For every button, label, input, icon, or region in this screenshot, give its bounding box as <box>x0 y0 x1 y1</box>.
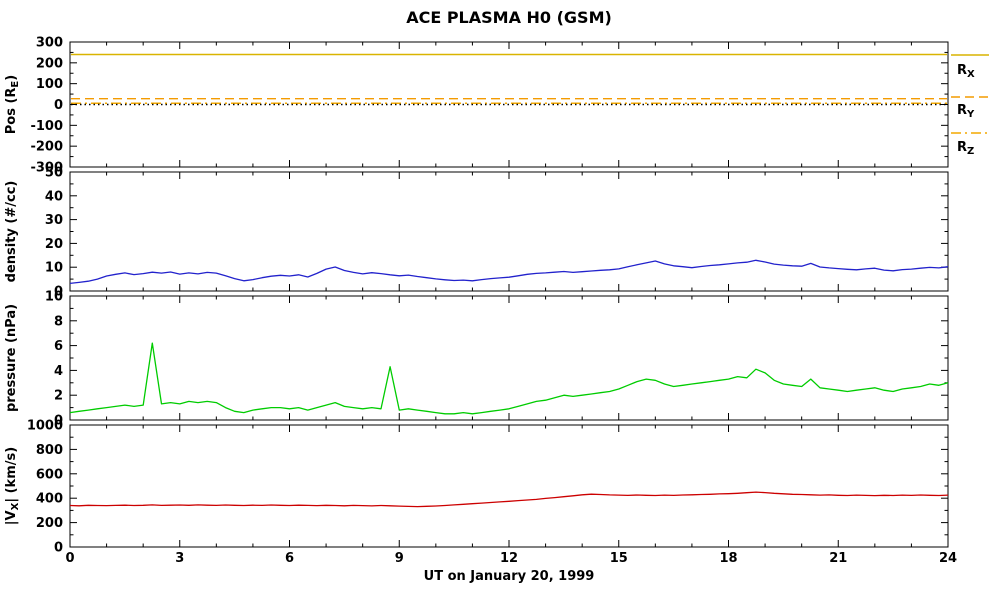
y-tick-label: 0 <box>54 414 63 429</box>
y-tick-label: -200 <box>30 140 63 155</box>
legend-label-R_Z: RZ <box>957 140 974 157</box>
y-tick-label: 400 <box>36 492 63 507</box>
y-tick-label: 0 <box>54 285 63 300</box>
y-tick-label: 2 <box>54 389 63 404</box>
series-path-density <box>69 259 949 285</box>
x-axis-label: UT on January 20, 1999 <box>423 569 595 584</box>
y-tick-label: 100 <box>36 77 63 92</box>
y-tick-label: 0 <box>54 541 63 556</box>
y-tick-label: -300 <box>30 161 63 176</box>
y-tick-label: 200 <box>36 56 63 71</box>
panel-frame-speed <box>69 424 949 548</box>
legend-label-R_X: RX <box>957 63 975 80</box>
y-tick-label: -100 <box>30 119 63 134</box>
x-tick-label: 12 <box>500 551 518 566</box>
chart-title: ACE PLASMA H0 (GSM) <box>406 8 612 27</box>
y-tick-label: 20 <box>45 237 63 252</box>
legend-label-R_Y: RY <box>957 103 975 120</box>
x-tick-label: 6 <box>285 551 294 566</box>
y-tick-label: 600 <box>36 467 63 482</box>
x-tick-label: 3 <box>175 551 184 566</box>
y-tick-label: 8 <box>54 314 63 329</box>
x-tick-label: 21 <box>829 551 847 566</box>
y-tick-label: 50 <box>45 166 63 181</box>
x-tick-label: 18 <box>719 551 737 566</box>
y-axis-title-density: density (#/cc) <box>4 181 19 283</box>
y-axis-title-position: Pos (RE) <box>4 75 21 134</box>
y-tick-label: 200 <box>36 516 63 531</box>
y-tick-label: 10 <box>45 290 63 305</box>
y-tick-label: 4 <box>54 364 63 379</box>
series-path-pressure <box>69 342 949 415</box>
y-tick-label: 6 <box>54 339 63 354</box>
y-axis-title-pressure: pressure (nPa) <box>4 304 19 412</box>
series-path-speed <box>69 491 949 508</box>
y-tick-label: 800 <box>36 443 63 458</box>
y-tick-label: 300 <box>36 36 63 51</box>
y-tick-label: 30 <box>45 213 63 228</box>
x-tick-label: 24 <box>939 551 957 566</box>
x-tick-label: 9 <box>395 551 404 566</box>
panel-frame-pressure <box>69 295 949 421</box>
x-tick-label: 15 <box>610 551 628 566</box>
x-tick-label: 0 <box>65 551 74 566</box>
y-tick-label: 1000 <box>27 419 63 434</box>
y-tick-label: 40 <box>45 189 63 204</box>
y-tick-label: 0 <box>54 98 63 113</box>
y-tick-label: 10 <box>45 261 63 276</box>
y-axis-title-speed: |VX| (km/s) <box>4 447 21 525</box>
